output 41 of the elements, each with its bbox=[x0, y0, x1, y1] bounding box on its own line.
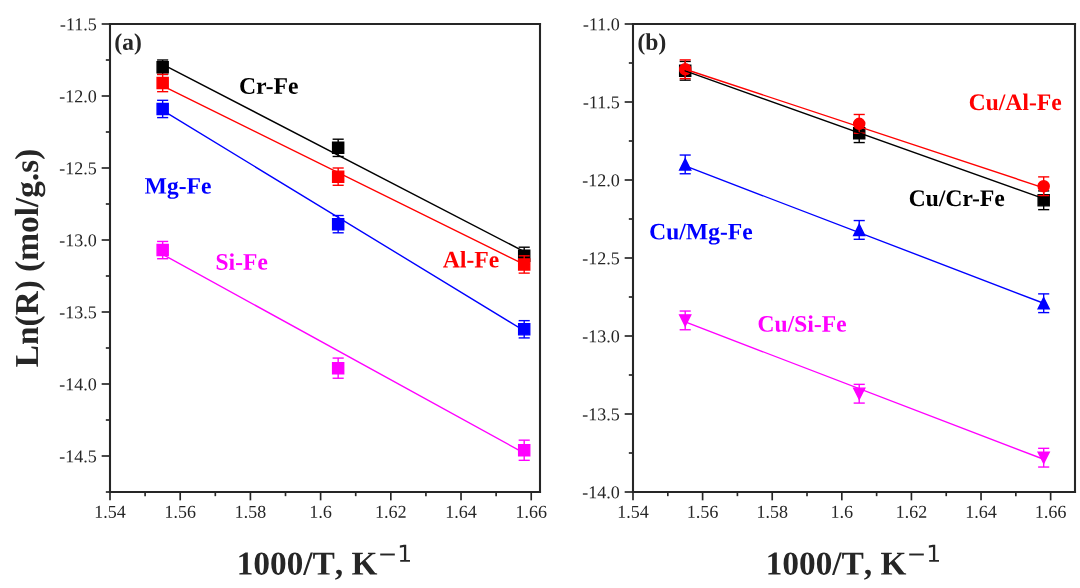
x-tick-label: 1.54 bbox=[618, 505, 649, 518]
y-tick-label: -13.5 bbox=[582, 408, 620, 421]
annotation: (a) bbox=[115, 33, 141, 55]
y-axis-title: Ln(R) (mol/g.s) bbox=[14, 150, 46, 367]
x-tick-label: 1.64 bbox=[966, 505, 997, 518]
x-tick-label: 1.54 bbox=[95, 505, 126, 518]
y-tick-label: -11.5 bbox=[583, 96, 620, 109]
series-label: Al-Fe bbox=[443, 251, 499, 268]
x-axis-title: 1000/T, K$^{−1}$ bbox=[768, 544, 939, 580]
y-tick-label: -14.0 bbox=[582, 486, 620, 499]
x-tick-label: 1.64 bbox=[446, 505, 477, 518]
series-label: Cu/Cr-Fe bbox=[909, 190, 1005, 207]
y-tick-label: -13.5 bbox=[59, 306, 97, 319]
y-tick-label: -12.0 bbox=[59, 90, 97, 103]
text: Cu/Mg-Fe bbox=[650, 223, 753, 245]
x-tick-label: 1.56 bbox=[165, 505, 196, 518]
annotation: (b) bbox=[638, 33, 666, 55]
text: Si-Fe bbox=[216, 253, 268, 270]
x-tick-label: 1.6 bbox=[832, 505, 853, 518]
y-tick-label: -14.5 bbox=[59, 450, 97, 463]
x-tick-label: 1.58 bbox=[758, 505, 788, 518]
y-tick-label: -11.0 bbox=[583, 18, 620, 31]
y-tick-label: -12.5 bbox=[582, 252, 620, 265]
x-tick-label: 1.6 bbox=[310, 505, 332, 518]
y-tick-label: -13.0 bbox=[59, 234, 97, 247]
y-tick-label: -13.0 bbox=[582, 330, 620, 343]
x-tick-label: 1.66 bbox=[517, 505, 547, 518]
x-tick-label: 1.62 bbox=[376, 505, 406, 518]
x-axis-title: 1000/T, K$^{−1}$ bbox=[239, 544, 410, 580]
x-tick-label: 1.56 bbox=[688, 505, 718, 518]
y-tick-label: -11.5 bbox=[60, 18, 97, 31]
y-tick-label: -12.0 bbox=[582, 174, 620, 187]
x-tick-label: 1.58 bbox=[236, 505, 266, 518]
text: Cu/Si-Fe bbox=[758, 315, 847, 332]
x-tick-label: 1.66 bbox=[1036, 505, 1066, 518]
text: Mg-Fe bbox=[145, 178, 211, 199]
y-tick-label: -12.5 bbox=[59, 162, 97, 175]
text: Cr-Fe bbox=[240, 78, 298, 94]
text: Cu/Al-Fe bbox=[969, 93, 1062, 111]
x-tick-label: 1.62 bbox=[897, 505, 927, 518]
y-tick-label: -14.0 bbox=[59, 378, 97, 391]
